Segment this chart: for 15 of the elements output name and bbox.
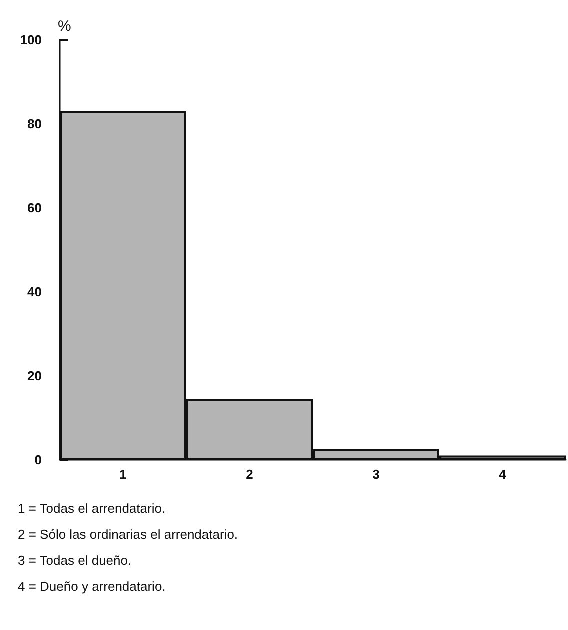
y-tick-label: 20 — [28, 368, 42, 384]
y-tick-label: 0 — [34, 452, 42, 468]
y-tick-label: 100 — [20, 32, 42, 48]
y-tick-label: 80 — [28, 116, 42, 132]
text: 3 = Todas el dueño. — [18, 552, 133, 570]
text: 2 = Sólo las ordinarias el arrendatario. — [18, 526, 238, 544]
x-tick-label: 4 — [499, 467, 508, 482]
y-tick-label: 60 — [28, 200, 42, 216]
x-tick-label: 1 — [120, 467, 127, 482]
x-tick-label: 2 — [246, 467, 254, 482]
y-axis-title: % — [58, 18, 72, 35]
text: 1 = Todas el arrendatario. — [18, 500, 167, 518]
text: 4 = Dueño y arrendatario. — [18, 578, 167, 596]
y-tick-label: 40 — [28, 284, 42, 300]
x-tick-label: 3 — [372, 467, 380, 482]
